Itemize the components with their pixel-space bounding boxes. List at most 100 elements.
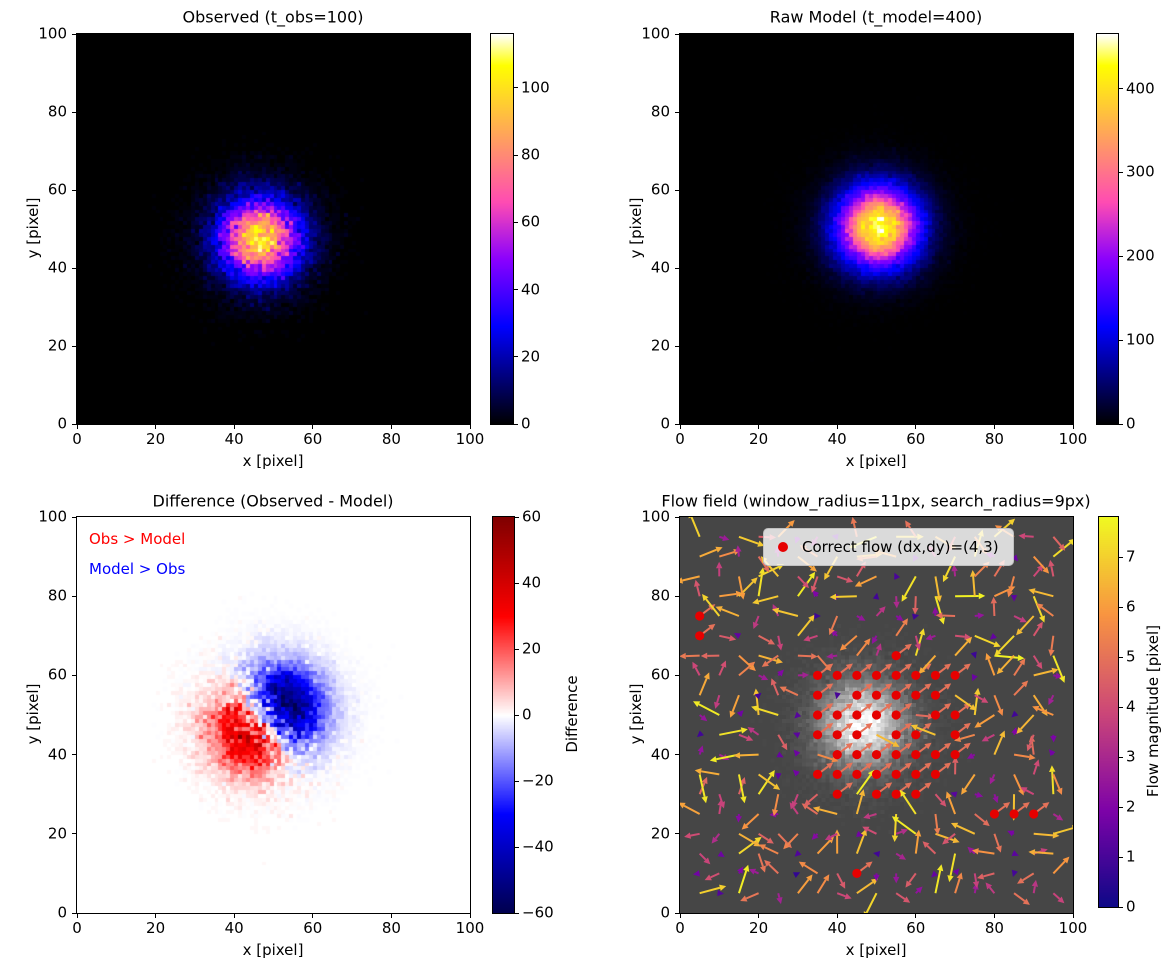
- x-tick-mark: [836, 914, 838, 918]
- colorbar-tick-label: 300: [1126, 162, 1155, 181]
- colorbar-tick-label: 7: [1126, 547, 1136, 566]
- colorbar-tick-label: 60: [522, 507, 542, 526]
- flow-ylabel: y [pixel]: [627, 683, 645, 745]
- flow-field-quiver: [680, 517, 1073, 913]
- x-tick-label: 40: [224, 919, 244, 937]
- x-tick-mark: [758, 425, 760, 429]
- colorbar-tick-label: −60: [522, 903, 554, 922]
- y-tick-label: 40: [650, 745, 670, 764]
- colorbar-tick-mark: [514, 356, 518, 358]
- colorbar-tick-mark: [1119, 906, 1123, 908]
- colorbar-tick-label: 3: [1126, 747, 1136, 766]
- colorbar-tick-label: 2: [1126, 797, 1136, 816]
- flow-field-plot: [679, 516, 1074, 914]
- colorbar-tick-label: 4: [1126, 697, 1136, 716]
- y-tick-mark: [72, 754, 76, 756]
- colorbar-tick-label: 0: [522, 705, 532, 724]
- annotation-model-gt-obs: Model > Obs: [89, 560, 186, 578]
- colorbar-tick-mark: [1119, 656, 1123, 658]
- x-tick-mark: [758, 914, 760, 918]
- colorbar-tick-label: 40: [521, 280, 541, 299]
- colorbar-tick-mark: [1119, 556, 1123, 558]
- difference-colorbar-label: Difference: [563, 675, 581, 753]
- raw-model-xlabel: x [pixel]: [845, 452, 907, 470]
- colorbar-tick-mark: [1119, 255, 1123, 257]
- colorbar-tick-label: 20: [522, 639, 542, 658]
- colorbar-tick-mark: [515, 714, 519, 716]
- difference-xlabel: x [pixel]: [242, 941, 304, 959]
- x-tick-mark: [469, 914, 471, 918]
- colorbar-tick-label: 0: [521, 414, 531, 433]
- raw-model-plot: [679, 33, 1074, 425]
- y-tick-label: 20: [650, 336, 670, 355]
- colorbar-tick-mark: [514, 423, 518, 425]
- y-tick-label: 40: [47, 745, 67, 764]
- flow-colorbar-label: Flow magnitude [pixel]: [1144, 624, 1162, 798]
- correct-flow-marker-icon: [778, 542, 788, 552]
- colorbar-tick-label: 6: [1126, 597, 1136, 616]
- colorbar-tick-mark: [1119, 706, 1123, 708]
- raw-model-colorbar-gradient: [1097, 34, 1118, 424]
- y-tick-mark: [675, 833, 679, 835]
- x-tick-mark: [679, 425, 681, 429]
- colorbar-tick-label: −20: [522, 771, 554, 790]
- x-tick-label: 20: [146, 430, 166, 448]
- colorbar-tick-mark: [1119, 88, 1123, 90]
- colorbar-tick-mark: [1119, 606, 1123, 608]
- y-tick-mark: [675, 595, 679, 597]
- y-tick-mark: [72, 189, 76, 191]
- y-tick-label: 80: [650, 586, 670, 605]
- x-tick-label: 60: [906, 430, 926, 448]
- x-tick-mark: [390, 914, 392, 918]
- y-tick-label: 60: [650, 665, 670, 684]
- colorbar-tick-mark: [1119, 423, 1123, 425]
- x-tick-mark: [836, 425, 838, 429]
- x-tick-mark: [1072, 425, 1074, 429]
- observed-title: Observed (t_obs=100): [182, 7, 364, 27]
- difference-colorbar: [492, 516, 515, 914]
- x-tick-mark: [312, 914, 314, 918]
- colorbar-tick-label: 0: [1126, 897, 1136, 916]
- y-tick-label: 100: [641, 507, 670, 526]
- x-tick-mark: [155, 914, 157, 918]
- x-tick-label: 80: [381, 430, 401, 448]
- colorbar-tick-mark: [514, 154, 518, 156]
- colorbar-tick-mark: [515, 780, 519, 782]
- y-tick-label: 20: [650, 824, 670, 843]
- colorbar-tick-mark: [515, 912, 519, 914]
- colorbar-tick-mark: [1119, 171, 1123, 173]
- x-tick-label: 100: [1058, 919, 1088, 937]
- y-tick-mark: [72, 267, 76, 269]
- y-tick-mark: [675, 345, 679, 347]
- colorbar-tick-mark: [515, 846, 519, 848]
- colorbar-tick-mark: [515, 582, 519, 584]
- y-tick-label: 100: [38, 24, 67, 43]
- y-tick-mark: [72, 912, 76, 914]
- y-tick-mark: [675, 516, 679, 518]
- x-tick-mark: [915, 914, 917, 918]
- y-tick-label: 100: [641, 24, 670, 43]
- y-tick-mark: [72, 111, 76, 113]
- x-tick-mark: [312, 425, 314, 429]
- flow-legend: Correct flow (dx,dy)=(4,3): [763, 528, 1014, 566]
- y-tick-mark: [675, 674, 679, 676]
- x-tick-label: 40: [827, 430, 847, 448]
- observed-colorbar-gradient: [491, 34, 513, 424]
- raw-model-heatmap: [680, 34, 1073, 424]
- x-tick-mark: [155, 425, 157, 429]
- x-tick-mark: [993, 914, 995, 918]
- colorbar-tick-label: 60: [521, 212, 541, 231]
- raw-model-title: Raw Model (t_model=400): [769, 7, 983, 27]
- colorbar-tick-mark: [514, 289, 518, 291]
- flow-xlabel: x [pixel]: [845, 941, 907, 959]
- colorbar-tick-label: 40: [522, 573, 542, 592]
- x-tick-label: 100: [455, 919, 485, 937]
- y-tick-mark: [675, 423, 679, 425]
- y-tick-mark: [72, 674, 76, 676]
- y-tick-label: 0: [57, 903, 67, 922]
- x-tick-mark: [1072, 914, 1074, 918]
- x-tick-label: 0: [72, 430, 82, 448]
- x-tick-label: 20: [749, 919, 769, 937]
- flow-legend-label: Correct flow (dx,dy)=(4,3): [802, 538, 999, 556]
- colorbar-tick-mark: [1119, 756, 1123, 758]
